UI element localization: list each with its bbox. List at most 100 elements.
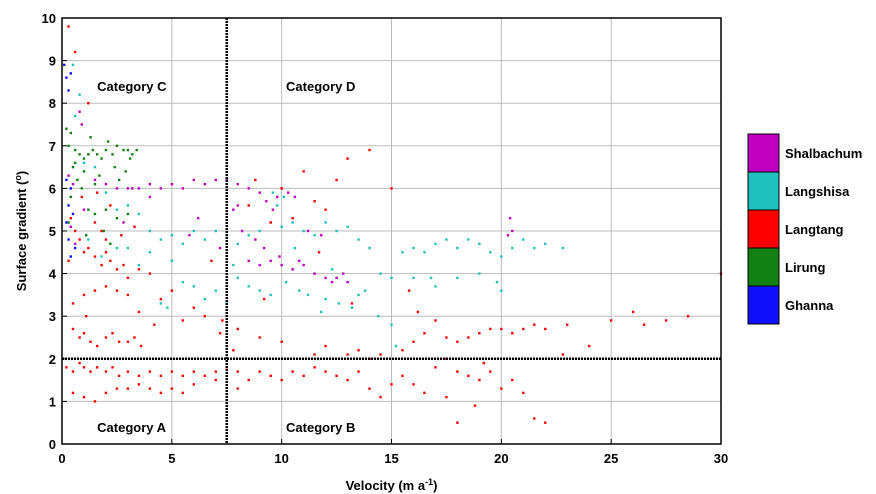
data-point [87, 246, 90, 250]
x-tick-label: 10 [274, 451, 288, 466]
data-point [98, 174, 101, 177]
data-point [544, 242, 547, 245]
data-point [232, 349, 235, 352]
data-point [478, 242, 481, 245]
data-point [69, 217, 72, 220]
data-point [335, 229, 338, 233]
data-point [87, 238, 90, 241]
data-point [280, 225, 283, 228]
legend-item: Langshisa [747, 171, 850, 211]
data-point [324, 208, 327, 211]
data-point [148, 195, 152, 199]
legend-swatch [747, 171, 780, 211]
data-point [302, 374, 305, 378]
data-point [313, 234, 316, 237]
data-point [363, 289, 367, 292]
data-point [350, 306, 354, 309]
data-point [131, 187, 134, 190]
data-point [232, 208, 235, 211]
data-point [192, 229, 195, 233]
data-point [203, 315, 206, 318]
data-point [71, 302, 75, 305]
data-point [236, 204, 239, 207]
data-point [93, 221, 97, 224]
data-point [302, 263, 305, 267]
legend-label: Ghanna [785, 298, 834, 313]
data-point [148, 229, 152, 233]
data-point [280, 378, 283, 382]
data-point [170, 289, 174, 292]
data-point [262, 297, 266, 301]
data-point [566, 323, 569, 326]
data-point [341, 272, 345, 275]
data-point [271, 208, 275, 211]
data-point [148, 182, 152, 186]
data-point [282, 195, 286, 199]
data-point [324, 344, 327, 348]
data-point [126, 387, 130, 390]
data-point [368, 246, 371, 250]
data-point [93, 165, 97, 169]
data-point [456, 246, 459, 250]
data-point [489, 251, 492, 254]
data-point [104, 148, 108, 152]
data-point [631, 310, 635, 314]
data-point [313, 366, 316, 369]
data-point [500, 327, 503, 331]
data-point [67, 221, 70, 224]
data-point [122, 263, 125, 267]
data-point [82, 366, 86, 369]
data-point [214, 289, 217, 292]
legend-item: Langtang [747, 209, 844, 249]
data-point [467, 374, 470, 378]
data-point [368, 387, 371, 390]
data-point [320, 310, 323, 314]
data-point [412, 340, 415, 343]
data-point [291, 268, 294, 271]
data-point [269, 259, 272, 263]
data-point [350, 302, 354, 305]
data-point [104, 285, 108, 288]
legend-swatch [747, 209, 780, 249]
data-point [508, 217, 512, 220]
data-point [434, 242, 437, 245]
legend-label: Langtang [785, 222, 844, 237]
data-point [456, 276, 459, 280]
category-label: Category B [286, 420, 355, 435]
data-point [87, 102, 90, 105]
data-point [67, 174, 70, 177]
data-point [69, 225, 72, 228]
data-point [218, 332, 222, 335]
data-point [82, 395, 86, 399]
data-points [62, 25, 723, 424]
data-point [104, 391, 108, 395]
data-point [104, 191, 108, 194]
data-point [89, 340, 92, 343]
data-point [73, 229, 77, 233]
data-point [181, 242, 185, 245]
data-point [346, 157, 349, 160]
x-tick-label: 5 [168, 451, 175, 466]
data-point [126, 204, 130, 207]
x-tick-label: 30 [714, 451, 728, 466]
data-point [330, 268, 334, 271]
data-point [298, 259, 301, 263]
data-point [69, 72, 72, 75]
data-point [401, 251, 404, 254]
data-point [115, 268, 119, 271]
data-point [126, 293, 130, 297]
data-point [258, 336, 261, 339]
data-point [445, 238, 448, 241]
data-point [120, 234, 123, 237]
y-tick-label: 10 [42, 11, 56, 26]
data-point [434, 366, 437, 369]
data-point [346, 280, 349, 284]
data-point [95, 153, 99, 156]
data-point [65, 178, 68, 182]
data-point [73, 50, 77, 54]
data-point [324, 297, 327, 301]
data-point [89, 136, 92, 139]
y-tick-label: 8 [49, 96, 56, 111]
data-point [104, 251, 108, 254]
data-point [102, 229, 105, 233]
